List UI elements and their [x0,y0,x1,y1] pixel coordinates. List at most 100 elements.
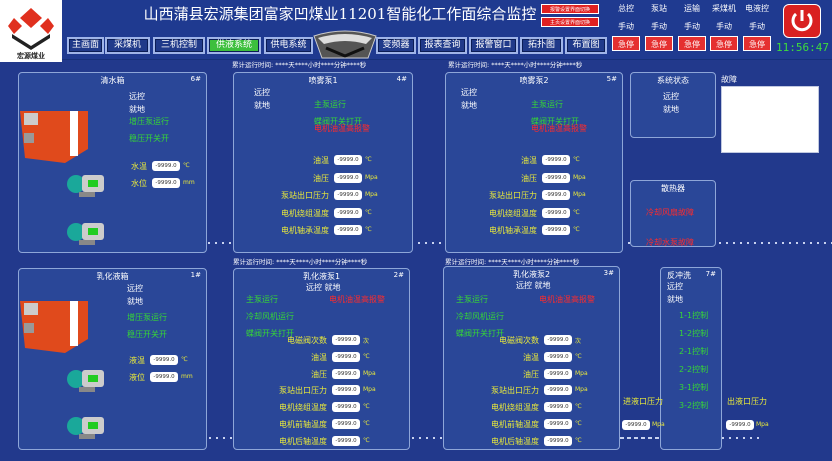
panel-emul2: 乳化液泵2 3# 远控 就地 主泵运行 冷却风机运行 蝶阀开关打开 电机油温高报警 电磁阀次数… [443,266,620,450]
param-unit: Mpa [573,173,586,181]
status-1: 就地 [667,295,683,304]
param-unit: ℃ [363,352,370,360]
emergency-stop-button[interactable]: 急停 [612,36,640,51]
switch-alarm-settings-button[interactable]: 报警设置界面切换 [541,4,599,14]
param-value: -9999.0 [542,155,570,165]
nav-tab-3[interactable]: 供液系统 [207,37,261,54]
panel-backflush: 反冲洗 7# 远控 就地 1-1控制 1-2控制 2-1控制 2-2控制 3-1控制 3-2控制 [660,267,722,450]
nav-tab-1[interactable]: 采煤机 [105,37,150,54]
emblem-icon [313,30,377,59]
param-unit: mm [183,179,195,186]
status-0: 远控 [127,284,143,293]
control-column-1: 泵站 手动 急停 [644,2,674,51]
param-label: 电机绕组温度 [489,208,537,218]
emergency-stop-button[interactable]: 急停 [710,36,738,51]
nav-tab-2[interactable]: 三机控制 [153,37,205,54]
panel-number: 4# [396,75,407,83]
param-unit: ℃ [575,420,582,427]
panel-title: 乳化液箱 [96,272,129,281]
param-unit: 次 [363,338,370,345]
param-unit: ℃ [575,436,582,444]
running-indicator-0: 主泵运行 [531,100,563,109]
param-label: 电机前轴温度 [491,420,539,429]
control-mode: 手动 [618,22,634,31]
param-unit: mm [181,373,193,380]
param-value: -9999.0 [334,190,362,200]
param-value: -9999.0 [544,368,572,379]
param-unit: 次 [575,338,582,345]
param-value: -9999.0 [332,368,360,379]
pump-icon-w1 [64,170,112,198]
param-label: 电机绕组温度 [281,208,329,218]
nav-tab-6[interactable]: 报表查询 [418,37,467,54]
panel-emul-tank: 乳化液箱 1# 远控 就地 增压泵运行 稳压开关开 液温 -9999.0 ℃ 液位 -9999.0 m… [18,268,207,450]
running-indicator-1: 稳压开关开 [127,330,167,339]
param-value: -9999.0 [544,435,572,446]
status-1: 就地 [254,101,270,110]
param-value: -9999.0 [332,419,360,429]
power-button[interactable] [783,4,821,38]
status-0: 远控 [129,92,145,101]
status-1: 就地 [663,105,679,114]
panel-title: 乳化液泵1 [302,272,341,281]
panel-title: 反冲洗 [667,271,691,280]
running-indicator-1: 蝶阀开关打开 [314,117,362,126]
running-indicator-1: 冷却风机运行 [456,312,504,321]
param-value: -9999.0 [334,155,362,165]
status-0: 远控 [254,88,270,97]
status-0: 远控 就地 [516,281,551,290]
inlet-pressure-unit: Mpa [652,421,665,428]
pump-icon-w2 [64,218,112,246]
param-unit: ℃ [183,162,190,169]
panel-number: 3# [603,269,614,277]
control-mode: 手动 [716,22,732,31]
nav-tab-7[interactable]: 报警窗口 [469,37,518,54]
running-indicator-4: 3-1控制 [679,383,709,392]
emergency-stop-button[interactable]: 急停 [743,36,771,51]
param-label: 油温 [313,156,329,165]
param-label: 泵站出口压力 [279,386,327,396]
running-indicator-3: 2-2控制 [679,365,709,374]
param-value: -9999.0 [334,225,362,235]
control-mode: 手动 [651,22,667,31]
param-label: 电机前轴温度 [279,420,327,429]
running-indicator-1: 冷却风机运行 [246,312,294,321]
nav-tab-8[interactable]: 拓扑图 [520,37,563,54]
control-column-2: 运输 手动 急停 [677,2,707,51]
alarm-indicator-0: 冷却风扇故障 [646,208,694,217]
nav-tab-5[interactable]: 变频器 [376,37,416,54]
nav-tab-9[interactable]: 布置图 [565,37,607,54]
panel-water-tank: 清水箱 6# 远控 就地 增压泵运行 稳压开关开 水温 -9999.0 ℃ 水位 -9999.0 mm [18,72,207,253]
param-unit: Mpa [363,386,376,394]
running-indicator-2: 2-1控制 [679,347,709,356]
param-value: -9999.0 [334,207,362,218]
emergency-stop-button[interactable]: 急停 [678,36,706,51]
nav-tab-0[interactable]: 主画面 [67,37,104,54]
alarm-indicator-0: 电机油温高报警 [531,124,587,133]
param-unit: Mpa [365,191,378,198]
param-unit: ℃ [365,208,372,216]
param-label: 油压 [313,173,329,183]
switch-home-settings-button[interactable]: 主页设置界面切换 [541,17,599,27]
param-value: -9999.0 [544,385,572,396]
nav-tab-4[interactable]: 供电系统 [264,37,313,54]
status-1: 就地 [129,105,145,114]
param-value: -9999.0 [542,225,570,235]
param-value: -9999.0 [542,172,570,183]
runtime-spray2: 累计运行时间: ****天****小时****分钟****秒 [448,61,583,69]
param-value: -9999.0 [544,351,572,362]
company-logo: 宏源煤业 [0,0,62,62]
power-icon [791,10,813,32]
param-unit: ℃ [363,436,370,444]
param-value: -9999.0 [332,402,360,413]
control-mode: 手动 [684,22,700,31]
param-label: 液位 [129,373,145,382]
panel-number: 6# [190,75,201,83]
emergency-stop-button[interactable]: 急停 [645,36,673,51]
param-value: -9999.0 [334,172,362,183]
param-label: 泵站出口压力 [489,191,537,200]
param-label: 电磁阀次数 [499,336,539,345]
logo-icon: 宏源煤业 [8,8,54,60]
param-unit: ℃ [573,156,580,163]
inlet-pressure-value: -9999.0 [622,420,650,430]
